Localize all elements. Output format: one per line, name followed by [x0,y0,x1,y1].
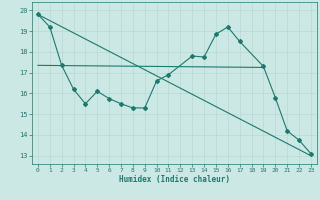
X-axis label: Humidex (Indice chaleur): Humidex (Indice chaleur) [119,175,230,184]
